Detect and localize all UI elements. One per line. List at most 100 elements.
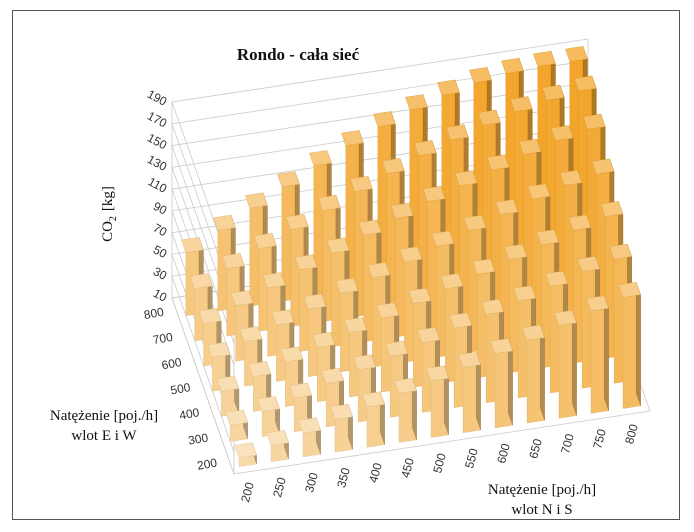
bar-top-face xyxy=(257,396,280,412)
bar-top-face xyxy=(545,270,568,287)
bar-top-face xyxy=(385,340,408,357)
bar-top-face xyxy=(536,229,560,246)
bar-top-face xyxy=(262,272,286,289)
bar xyxy=(216,375,240,417)
bar xyxy=(298,417,321,458)
bar-top-face xyxy=(277,171,300,188)
bar-top-face xyxy=(318,194,341,211)
bar-top-face xyxy=(245,192,268,209)
bar-top-face xyxy=(326,237,350,254)
bar-top-face xyxy=(376,302,400,319)
x-axis-title-line2: wlot N i S xyxy=(511,502,572,518)
bar-top-face xyxy=(478,109,501,126)
bar-top-face xyxy=(431,230,455,247)
bar-side-face xyxy=(636,282,641,406)
bar-top-face xyxy=(486,154,510,171)
z-tick-label: 150 xyxy=(145,130,170,152)
y-tick-label: 300 xyxy=(187,430,209,447)
bar-top-face xyxy=(230,290,254,306)
bar-top-face xyxy=(574,75,597,92)
bar xyxy=(426,365,449,438)
bar-top-face xyxy=(405,94,428,111)
bar-top-face xyxy=(565,46,588,62)
bar-top-face xyxy=(248,361,272,377)
bar-top-face xyxy=(216,375,240,392)
bar-top-face xyxy=(600,201,624,217)
bar-top-face xyxy=(358,219,382,236)
bar xyxy=(225,409,248,442)
bar-top-face xyxy=(198,308,222,324)
bar-top-face xyxy=(472,258,496,275)
bar-top-face xyxy=(362,391,385,408)
z-tick-label: 130 xyxy=(145,152,170,174)
z-tick-label: 70 xyxy=(151,221,170,240)
z-tick-label: 50 xyxy=(151,242,170,261)
bar-top-face xyxy=(518,138,542,155)
bar-side-face xyxy=(572,310,577,416)
bar-top-face xyxy=(181,237,204,253)
bar-top-face xyxy=(568,214,592,231)
bar-top-face xyxy=(225,409,248,426)
bar-top-face xyxy=(394,377,417,394)
bar-top-face xyxy=(504,243,528,260)
bar-top-face xyxy=(341,130,364,146)
bar-top-face xyxy=(254,232,277,249)
bar xyxy=(266,429,289,463)
x-tick-label: 500 xyxy=(430,451,449,474)
bar-top-face xyxy=(408,287,432,304)
x-tick-label: 350 xyxy=(334,466,353,489)
bar-top-face xyxy=(303,293,327,310)
bar-top-face xyxy=(495,199,519,215)
x-tick-label: 450 xyxy=(398,456,417,479)
bar-top-face xyxy=(533,50,556,67)
bar-top-face xyxy=(414,140,437,156)
x-tick-label: 550 xyxy=(462,447,481,470)
bar-top-face xyxy=(458,351,481,368)
bar-top-face xyxy=(294,254,318,271)
bar xyxy=(554,310,577,419)
bar-top-face xyxy=(440,273,464,290)
bar-top-face xyxy=(266,429,289,446)
y-tick-label: 600 xyxy=(160,355,182,372)
x-tick-label: 200 xyxy=(238,480,257,503)
bar-top-face xyxy=(469,67,492,83)
bar xyxy=(618,281,641,409)
bar-top-face xyxy=(280,346,304,363)
bar-top-face xyxy=(222,253,245,269)
bar-top-face xyxy=(559,169,583,186)
bar-top-face xyxy=(618,281,641,298)
bar-top-face xyxy=(513,285,536,302)
bar xyxy=(522,324,545,424)
bar-top-face xyxy=(309,150,332,166)
bar-side-face xyxy=(540,324,545,421)
y-tick-label: 500 xyxy=(169,380,191,397)
z-tick-label: 110 xyxy=(146,174,170,195)
bar-top-face xyxy=(353,354,376,371)
bar-top-face xyxy=(390,202,414,219)
bar-top-face xyxy=(449,312,472,329)
bar-top-face xyxy=(213,214,236,231)
bar xyxy=(257,396,280,437)
bar xyxy=(490,338,513,429)
y-tick-label: 700 xyxy=(152,330,174,347)
bar-top-face xyxy=(577,256,600,272)
x-tick-label: 400 xyxy=(366,461,385,484)
x-axis-title-line1: Natężenie [poj./h] xyxy=(488,482,596,498)
bar-top-face xyxy=(207,341,231,358)
z-tick-label: 190 xyxy=(145,87,170,109)
y-tick-label: 200 xyxy=(196,456,218,473)
bar-top-face xyxy=(454,170,478,186)
bar-top-face xyxy=(527,183,551,200)
bar-top-face xyxy=(289,382,312,399)
bar-top-face xyxy=(399,246,423,263)
x-tick-label: 650 xyxy=(526,437,545,460)
bar xyxy=(586,295,609,414)
x-tick-label: 300 xyxy=(302,471,321,494)
x-tick-label: 800 xyxy=(622,422,641,445)
bar xyxy=(394,377,417,443)
bar-top-face xyxy=(330,403,353,420)
bar-top-face xyxy=(321,367,344,384)
y-tick-label: 800 xyxy=(143,305,165,322)
